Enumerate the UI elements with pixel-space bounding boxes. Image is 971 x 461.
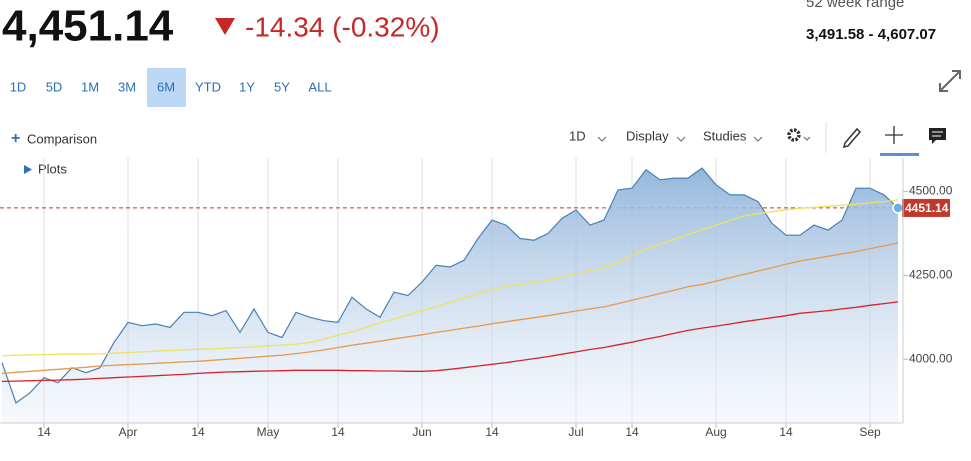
period-button[interactable]: 5Y: [274, 79, 290, 94]
interval-button[interactable]: 1D: [569, 128, 586, 143]
series-line: [1, 199, 899, 357]
x-tick-label: 14: [779, 425, 793, 439]
chevron: [753, 136, 763, 142]
studies-button[interactable]: Studies: [703, 128, 747, 143]
period-button[interactable]: 1Y: [239, 79, 255, 94]
comment-icon[interactable]: [929, 128, 946, 144]
chevron: [597, 136, 607, 142]
period-button[interactable]: ALL: [308, 79, 331, 94]
x-tick-label: Apr: [119, 425, 138, 439]
plots-button[interactable]: Plots: [38, 161, 67, 176]
chevron: [676, 136, 686, 142]
period-button[interactable]: 5D: [46, 79, 63, 94]
y-tick-label: 4500.00: [909, 184, 953, 198]
active-period-bg: [147, 68, 186, 107]
period-button[interactable]: 1M: [81, 79, 99, 94]
down-arrow: [215, 18, 235, 35]
period-button[interactable]: YTD: [195, 79, 221, 94]
draw-icon[interactable]: [842, 127, 862, 149]
period-buttons: 1D 5D 1M 3M 6M YTD 1Y 5Y ALL: [10, 79, 332, 94]
last-point: [892, 202, 904, 214]
active-tool-underline: [880, 153, 919, 156]
reference-label-bg: [902, 198, 950, 217]
display-button[interactable]: Display: [626, 128, 669, 143]
y-tick-label: 4000.00: [909, 351, 953, 365]
crosshair-icon[interactable]: [885, 126, 903, 144]
comparison-button[interactable]: Comparison: [27, 131, 97, 146]
plots-arrow[interactable]: [24, 165, 32, 174]
reference-label: 4451.14: [905, 201, 949, 215]
plot-area: 14 Apr 14 May 14 Jun 14 Jul 14 Aug 14 Sep 4000.00 425…: [0, 158, 953, 439]
x-tick-label: 14: [485, 425, 499, 439]
x-tick-label: Jun: [412, 425, 431, 439]
x-tick-label: 14: [37, 425, 51, 439]
plus-icon[interactable]: +: [11, 130, 20, 147]
price-change: -14.34 (-0.32%): [245, 11, 440, 42]
series-line: [1, 242, 899, 375]
x-tick-label: Jul: [568, 425, 583, 439]
x-tick-label: May: [257, 425, 280, 439]
range-label: 52 week range: [806, 0, 904, 11]
x-tick-label: Sep: [859, 425, 881, 439]
series-line: [1, 167, 899, 404]
x-tick-label: 14: [191, 425, 205, 439]
x-tick-label: Aug: [705, 425, 726, 439]
expand-icon[interactable]: [939, 70, 961, 92]
y-tick-label: 4250.00: [909, 268, 953, 282]
series-line: [1, 301, 899, 383]
period-button[interactable]: 1D: [10, 79, 27, 94]
period-button[interactable]: 6M: [157, 79, 175, 94]
period-button[interactable]: 3M: [118, 79, 136, 94]
settings-icon[interactable]: [787, 128, 811, 142]
x-tick-label: 14: [331, 425, 345, 439]
range-value: 3,491.58 - 4,607.07: [806, 26, 936, 43]
x-tick-label: 14: [625, 425, 639, 439]
price: 4,451.14: [2, 2, 174, 51]
price-area: [2, 168, 898, 423]
